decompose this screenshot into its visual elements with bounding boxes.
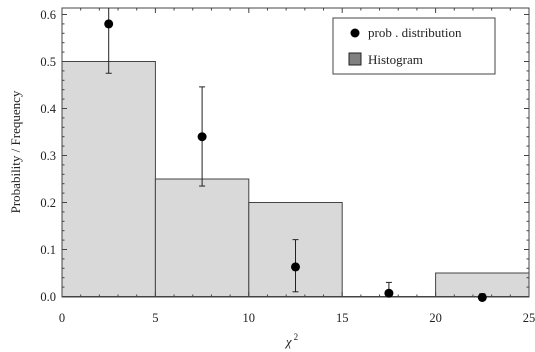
x-tick-labels: 0 5 10 15 20 25 [59, 311, 535, 325]
x-tick-label: 15 [336, 311, 349, 325]
histogram-bar-0 [61, 61, 156, 297]
legend: prob . distribution Histogram [332, 17, 496, 75]
plot-frame [61, 7, 530, 298]
probability-points [104, 8, 487, 302]
y-tick-label: 0.4 [40, 102, 56, 116]
data-point [291, 262, 300, 272]
y-tick-label: 0.2 [40, 196, 56, 210]
legend-swatch-histogram [348, 52, 362, 66]
x-tick-label: 10 [243, 311, 256, 325]
y-tick-label: 0.6 [40, 8, 56, 22]
x-tick-label: 20 [429, 311, 442, 325]
histogram-bar-1 [154, 178, 250, 297]
x-tick-label: 0 [59, 311, 65, 325]
x-tick-label: 5 [152, 311, 158, 325]
y-tick-label: 0.5 [40, 55, 56, 69]
y-tick-label: 0.3 [40, 149, 56, 163]
data-point [384, 288, 394, 298]
x-tick-label: 25 [523, 311, 535, 325]
y-tick-labels: 0.0 0.1 0.2 0.3 0.4 0.5 0.6 [40, 8, 56, 304]
y-axis-label: Probability / Frequency [8, 90, 23, 213]
legend-box [332, 17, 496, 75]
legend-label-prob: prob . distribution [368, 25, 462, 40]
data-point [197, 132, 207, 142]
data-point [104, 19, 114, 29]
y-tick-label: 0.1 [40, 243, 56, 257]
data-point [477, 292, 487, 302]
legend-label-histogram: Histogram [368, 52, 423, 67]
y-tick-label: 0.0 [40, 290, 56, 304]
legend-marker-point [350, 28, 360, 38]
